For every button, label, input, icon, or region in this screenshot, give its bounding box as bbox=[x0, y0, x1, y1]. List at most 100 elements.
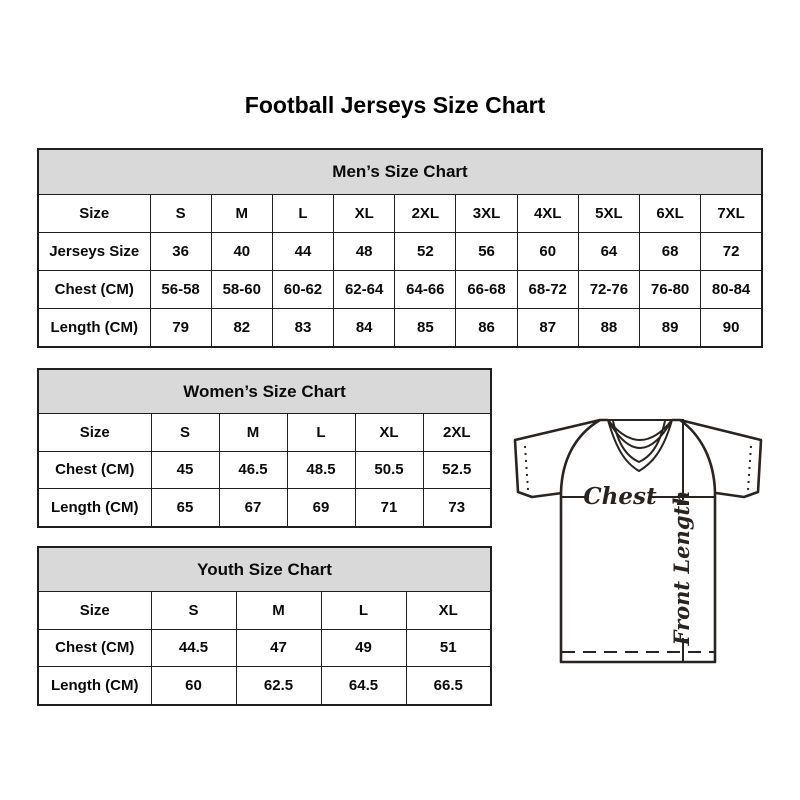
table-cell: 46.5 bbox=[218, 450, 288, 490]
table-cell: 62-64 bbox=[333, 269, 396, 309]
table-cell: 86 bbox=[455, 307, 518, 348]
table-row: Chest (CM) 44.5 47 49 51 bbox=[37, 628, 492, 668]
table-cell: 3XL bbox=[455, 193, 518, 233]
table-cell: 64 bbox=[577, 231, 641, 271]
table-cell: L bbox=[320, 591, 407, 630]
table-cell: 56-58 bbox=[149, 269, 212, 309]
table-row: Length (CM) 79 82 83 84 85 86 87 88 89 90 bbox=[37, 307, 763, 348]
table-cell: 87 bbox=[516, 307, 579, 348]
table-cell: 52 bbox=[394, 231, 457, 271]
jersey-torso-outline bbox=[559, 418, 717, 664]
table-cell: 89 bbox=[638, 307, 702, 348]
jersey-right-sleeve bbox=[679, 418, 763, 499]
row-label: Jerseys Size bbox=[37, 231, 151, 271]
table-cell: S bbox=[149, 193, 212, 233]
table-cell: L bbox=[286, 413, 356, 452]
table-cell: 80-84 bbox=[700, 269, 763, 309]
table-cell: 72-76 bbox=[577, 269, 641, 309]
table-title-row: Men’s Size Chart bbox=[37, 148, 763, 195]
table-cell: 79 bbox=[149, 307, 212, 348]
table-cell: 51 bbox=[405, 628, 492, 668]
table-cell: M bbox=[210, 193, 273, 233]
row-label: Chest (CM) bbox=[37, 628, 152, 668]
table-row: Chest (CM) 56-58 58-60 60-62 62-64 64-66 66-68… bbox=[37, 269, 763, 309]
row-label: Chest (CM) bbox=[37, 269, 151, 309]
table-title: Women’s Size Chart bbox=[37, 368, 492, 415]
table-cell: 7XL bbox=[700, 193, 763, 233]
page-title: Football Jerseys Size Chart bbox=[244, 92, 546, 118]
table-cell: 66-68 bbox=[455, 269, 518, 309]
table-cell: 69 bbox=[286, 488, 356, 528]
table-cell: 56 bbox=[455, 231, 518, 271]
table-row: Jerseys Size 36 40 44 48 52 56 60 64 68 72 bbox=[37, 231, 763, 271]
table-cell: 66.5 bbox=[405, 666, 492, 706]
table-cell: XL bbox=[405, 591, 492, 630]
table-cell: 67 bbox=[218, 488, 288, 528]
table-cell: 44 bbox=[271, 231, 335, 271]
table-row: Chest (CM) 45 46.5 48.5 50.5 52.5 bbox=[37, 450, 492, 490]
table-cell: 85 bbox=[394, 307, 457, 348]
jersey-left-sleeve bbox=[513, 418, 601, 499]
jersey-measurement-diagram: Chest Front Length bbox=[513, 418, 763, 664]
table-row: Size S M L XL 2XL 3XL 4XL 5XL 6XL 7XL bbox=[37, 193, 763, 233]
table-cell: 68-72 bbox=[516, 269, 579, 309]
mens-size-table: Men’s Size Chart Size S M L XL 2XL 3XL 4XL 5XL 6XL… bbox=[37, 148, 763, 348]
table-title-row: Women’s Size Chart bbox=[37, 368, 492, 415]
table-cell: 82 bbox=[210, 307, 273, 348]
table-cell: XL bbox=[333, 193, 396, 233]
table-cell: L bbox=[271, 193, 335, 233]
youth-size-table: Youth Size Chart Size S M L XL Chest (CM) 44.5 4… bbox=[37, 546, 492, 706]
table-cell: 52.5 bbox=[422, 450, 492, 490]
table-cell: 58-60 bbox=[210, 269, 273, 309]
table-cell: 48 bbox=[333, 231, 396, 271]
table-cell: 84 bbox=[333, 307, 396, 348]
chest-label: Chest bbox=[583, 483, 657, 510]
row-label: Length (CM) bbox=[37, 666, 152, 706]
table-cell: 50.5 bbox=[354, 450, 424, 490]
front-length-measure-line bbox=[677, 419, 689, 662]
table-cell: 4XL bbox=[516, 193, 579, 233]
table-cell: 76-80 bbox=[638, 269, 702, 309]
table-cell: 64-66 bbox=[394, 269, 457, 309]
table-cell: 72 bbox=[700, 231, 763, 271]
table-cell: M bbox=[218, 413, 288, 452]
table-cell: 48.5 bbox=[286, 450, 356, 490]
table-cell: 88 bbox=[577, 307, 641, 348]
table-cell: S bbox=[150, 413, 220, 452]
table-cell: 60 bbox=[516, 231, 579, 271]
table-cell: 5XL bbox=[577, 193, 641, 233]
table-cell: 90 bbox=[700, 307, 763, 348]
table-cell: 73 bbox=[422, 488, 492, 528]
row-label: Size bbox=[37, 193, 151, 233]
table-cell: 36 bbox=[149, 231, 212, 271]
table-row: Size S M L XL bbox=[37, 591, 492, 630]
table-cell: 2XL bbox=[394, 193, 457, 233]
table-cell: 71 bbox=[354, 488, 424, 528]
table-cell: 64.5 bbox=[320, 666, 407, 706]
table-cell: S bbox=[150, 591, 237, 630]
row-label: Length (CM) bbox=[37, 307, 151, 348]
table-row: Length (CM) 65 67 69 71 73 bbox=[37, 488, 492, 528]
table-cell: 62.5 bbox=[235, 666, 322, 706]
table-cell: 45 bbox=[150, 450, 220, 490]
womens-size-table: Women’s Size Chart Size S M L XL 2XL Chest (CM)… bbox=[37, 368, 492, 528]
table-title: Men’s Size Chart bbox=[37, 148, 763, 195]
table-row: Size S M L XL 2XL bbox=[37, 413, 492, 452]
table-cell: 83 bbox=[271, 307, 335, 348]
table-row: Length (CM) 60 62.5 64.5 66.5 bbox=[37, 666, 492, 706]
table-cell: 6XL bbox=[638, 193, 702, 233]
table-cell: 60 bbox=[150, 666, 237, 706]
table-cell: 65 bbox=[150, 488, 220, 528]
row-label: Chest (CM) bbox=[37, 450, 152, 490]
table-cell: M bbox=[235, 591, 322, 630]
table-title: Youth Size Chart bbox=[37, 546, 492, 593]
table-cell: 47 bbox=[235, 628, 322, 668]
table-cell: 49 bbox=[320, 628, 407, 668]
row-label: Size bbox=[37, 591, 152, 630]
table-cell: XL bbox=[354, 413, 424, 452]
table-title-row: Youth Size Chart bbox=[37, 546, 492, 593]
front-length-label: Front Length bbox=[669, 491, 694, 647]
table-cell: 60-62 bbox=[271, 269, 335, 309]
table-cell: 44.5 bbox=[150, 628, 237, 668]
